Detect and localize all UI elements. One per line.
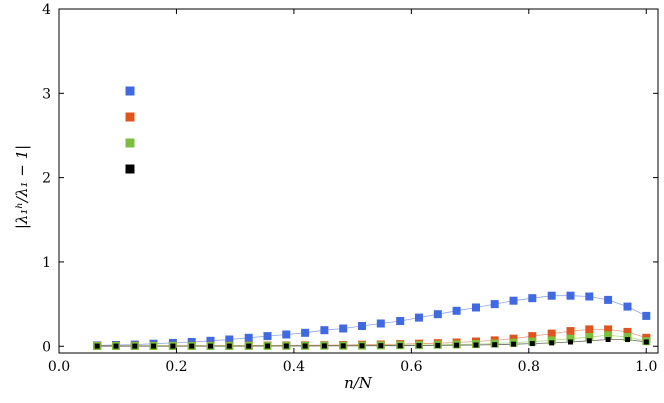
series-0-point [433,310,442,319]
legend-marker-0 [125,86,135,96]
series-3-point [605,337,611,342]
series-3-point [416,343,422,349]
series-0-point [396,317,405,325]
x-axis-label: n/N [344,374,373,392]
series-3-point [246,343,252,349]
series-0-point [604,295,613,304]
series-2-point [566,334,575,343]
legend-marker-3 [125,164,135,174]
y-tick-label: 4 [42,2,51,18]
y-tick-label: 2 [42,171,51,187]
series-3-point [397,343,403,349]
series-3-point [643,339,649,345]
tick-layer: 0.0 0.2 0.4 0.6 0.8 1.0 0 1 2 3 4 [42,2,658,375]
series-3-point [492,342,498,348]
series-3-point [265,343,270,349]
series-0-point [358,322,366,330]
series-0-point [566,291,575,300]
series-0-point [376,319,385,328]
series-0-point [642,311,651,320]
series-3-point [625,337,630,342]
series-0-point [225,335,234,344]
series-3-point [302,343,308,349]
series-3-point [454,342,460,348]
series-3-point [132,343,138,349]
series-1-point [623,327,632,336]
x-tick-label: 1.0 [635,359,657,375]
series-3-point [359,343,365,349]
series-3-point [586,338,592,344]
y-tick-label: 0 [42,339,51,355]
series-0-point [339,324,348,333]
series-0-point [263,332,272,341]
series-0-point [547,291,556,300]
series-3-point [113,343,119,349]
series-1-point [547,329,556,338]
series-3-point [208,343,213,349]
series-3-point [340,343,346,349]
series-2-point [585,333,594,341]
series-3-point [321,343,327,349]
plot-layer [93,291,651,350]
series-0-point [585,292,594,301]
y-tick-label: 1 [42,255,51,271]
series-1-point [604,325,613,334]
series-0-point [244,333,253,342]
series-3-point [189,343,195,349]
x-tick-label: 0.4 [283,359,305,375]
series-3-point [473,342,479,348]
series-3-point [549,340,555,346]
series-0-point [509,296,518,305]
series-3-point [511,341,516,347]
y-tick-label: 3 [42,86,51,102]
series-0-point [320,326,329,335]
series-0-point [472,303,480,312]
series-0-point [490,300,499,309]
x-tick-label: 0.2 [165,359,187,375]
series-3-point [529,341,535,347]
series-1-point [566,327,575,336]
series-3-point [170,343,176,349]
series-0-point [282,330,291,339]
series-3-point [226,343,232,349]
series-1-point [585,325,594,334]
series-3-point [435,342,441,348]
series-3-point [568,339,573,345]
series-0-point [301,328,310,337]
series-1-point [528,332,537,341]
plot-frame [58,8,659,354]
series-0-point [623,302,632,311]
x-tick-label: 0.6 [400,359,422,375]
series-0-point [415,313,423,322]
series-0-point [528,294,537,303]
series-3-point [378,343,384,349]
series-2-point [604,331,613,340]
series-3-point [283,343,289,349]
legend-marker-2 [125,138,135,148]
series-0-point [452,306,461,315]
series-3-point [94,343,100,349]
x-tick-label: 0.0 [48,359,70,375]
series-3-point [151,343,156,349]
legend [125,86,135,174]
legend-marker-1 [125,112,135,122]
x-tick-label: 0.8 [518,359,540,375]
series-0-point [206,336,215,345]
y-axis-label: |λ₁ʰ/λ₁ − 1| [13,145,31,229]
